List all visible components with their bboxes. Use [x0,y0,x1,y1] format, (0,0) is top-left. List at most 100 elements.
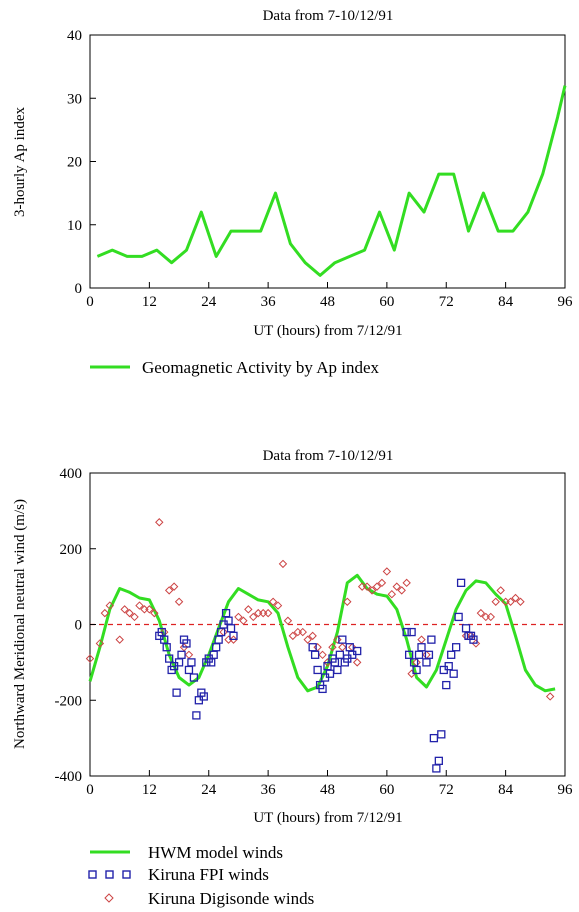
digisonde-point [377,578,387,588]
fpi-point [447,650,456,659]
x-tick-label: 12 [142,294,157,310]
fpi-point [182,639,191,648]
chart1-y-ticks: 0 10 20 30 40 [67,28,96,297]
fpi-point [469,635,478,644]
fpi-point [177,650,186,659]
fpi-point [308,643,317,652]
digisonde-point [135,601,144,610]
digisonde-point [105,601,114,610]
fpi-point [172,688,181,697]
chart2-title: Data from 7-10/12/91 [263,448,394,464]
chart1-y-axis-label: 3-hourly Ap index [12,107,28,217]
fpi-point [461,624,471,633]
y-tick-label: -400 [55,769,83,785]
legend-fpi-square-2 [105,870,114,879]
digisonde-point [100,608,110,618]
chart1-legend: Geomagnetic Activity by Ap index [90,358,380,377]
x-tick-label: 60 [379,782,394,798]
ap-index-line [96,85,567,277]
y-tick-label: 20 [67,155,82,171]
x-tick-label: 36 [261,294,277,310]
fpi-point [318,684,327,694]
digisonde-point [362,582,372,591]
y-tick-label: -200 [55,693,83,709]
digisonde-point [382,567,392,576]
x-tick-label: 84 [498,782,514,798]
digisonde-point [318,650,327,660]
fpi-point [417,643,426,652]
x-tick-label: 36 [261,782,277,798]
fpi-point [456,578,466,587]
legend-digisonde-diamond [104,893,114,903]
chart2-x-axis-label: UT (hours) from 7/12/91 [253,810,402,826]
fpi-point [407,627,416,637]
digisonde-point [303,635,312,644]
digisonde-point [130,612,139,622]
chart2-x-ticks: 0 12 24 36 48 60 72 84 96 [86,770,573,798]
fpi-point [404,650,414,659]
fpi-point [432,764,441,773]
digisonde-point [476,608,486,618]
fpi-point [192,711,201,720]
digisonde-point [219,627,228,637]
digisonde-point [461,631,471,641]
chart2-series [85,518,556,773]
digisonde-point [397,586,406,595]
chart1-x-ticks: 0 12 24 36 48 60 72 84 96 [86,282,573,310]
chart1-title: Data from 7-10/12/91 [263,8,394,24]
y-tick-label: 10 [67,218,82,234]
fpi-point [449,669,458,678]
x-tick-label: 24 [201,782,217,798]
fpi-point [437,730,446,739]
digisonde-point [372,582,382,591]
x-tick-label: 48 [320,782,335,798]
fpi-point [414,650,424,659]
x-tick-label: 72 [439,294,454,310]
x-tick-label: 0 [86,782,94,798]
y-tick-label: 400 [60,466,83,482]
digisonde-point [164,586,174,595]
legend-fpi-label: Kiruna FPI winds [148,865,269,884]
chart1-plot-frame [89,34,566,289]
y-tick-label: 0 [75,281,83,297]
digisonde-point [308,631,317,641]
digisonde-point [283,616,293,625]
fpi-point [335,650,345,659]
legend-ap-label: Geomagnetic Activity by Ap index [142,358,380,377]
fpi-point [187,658,196,667]
digisonde-point [244,605,253,614]
fpi-point [444,662,453,671]
legend-digisonde-label: Kiruna Digisonde winds [148,889,314,908]
y-tick-label: 30 [67,91,82,107]
digisonde-point [333,635,342,644]
digisonde-point [125,608,134,618]
digisonde-point [387,589,397,599]
x-tick-label: 12 [142,782,157,798]
x-tick-label: 96 [558,294,574,310]
digisonde-point [486,612,495,622]
digisonde-point [367,586,377,595]
digisonde-point [313,643,322,652]
digisonde-point [343,597,352,606]
digisonde-point [145,605,154,614]
x-tick-label: 96 [558,782,574,798]
chart1-series [96,85,567,277]
chart2-y-ticks: -400 -200 0 200 400 [55,466,96,785]
fpi-point [310,650,320,659]
digisonde-point [338,643,347,652]
digisonde-point [323,658,332,667]
digisonde-point [273,601,283,610]
y-tick-label: 200 [60,542,83,558]
fpi-point [353,646,362,656]
fpi-point [199,692,208,701]
x-tick-label: 72 [439,782,454,798]
digisonde-point [184,650,194,660]
fpi-point [434,756,443,765]
digisonde-point [511,593,520,603]
digisonde-point [278,559,288,569]
digisonde-point [417,635,426,644]
digisonde-point [263,608,273,618]
fpi-point [422,658,431,667]
fpi-point [424,650,434,659]
